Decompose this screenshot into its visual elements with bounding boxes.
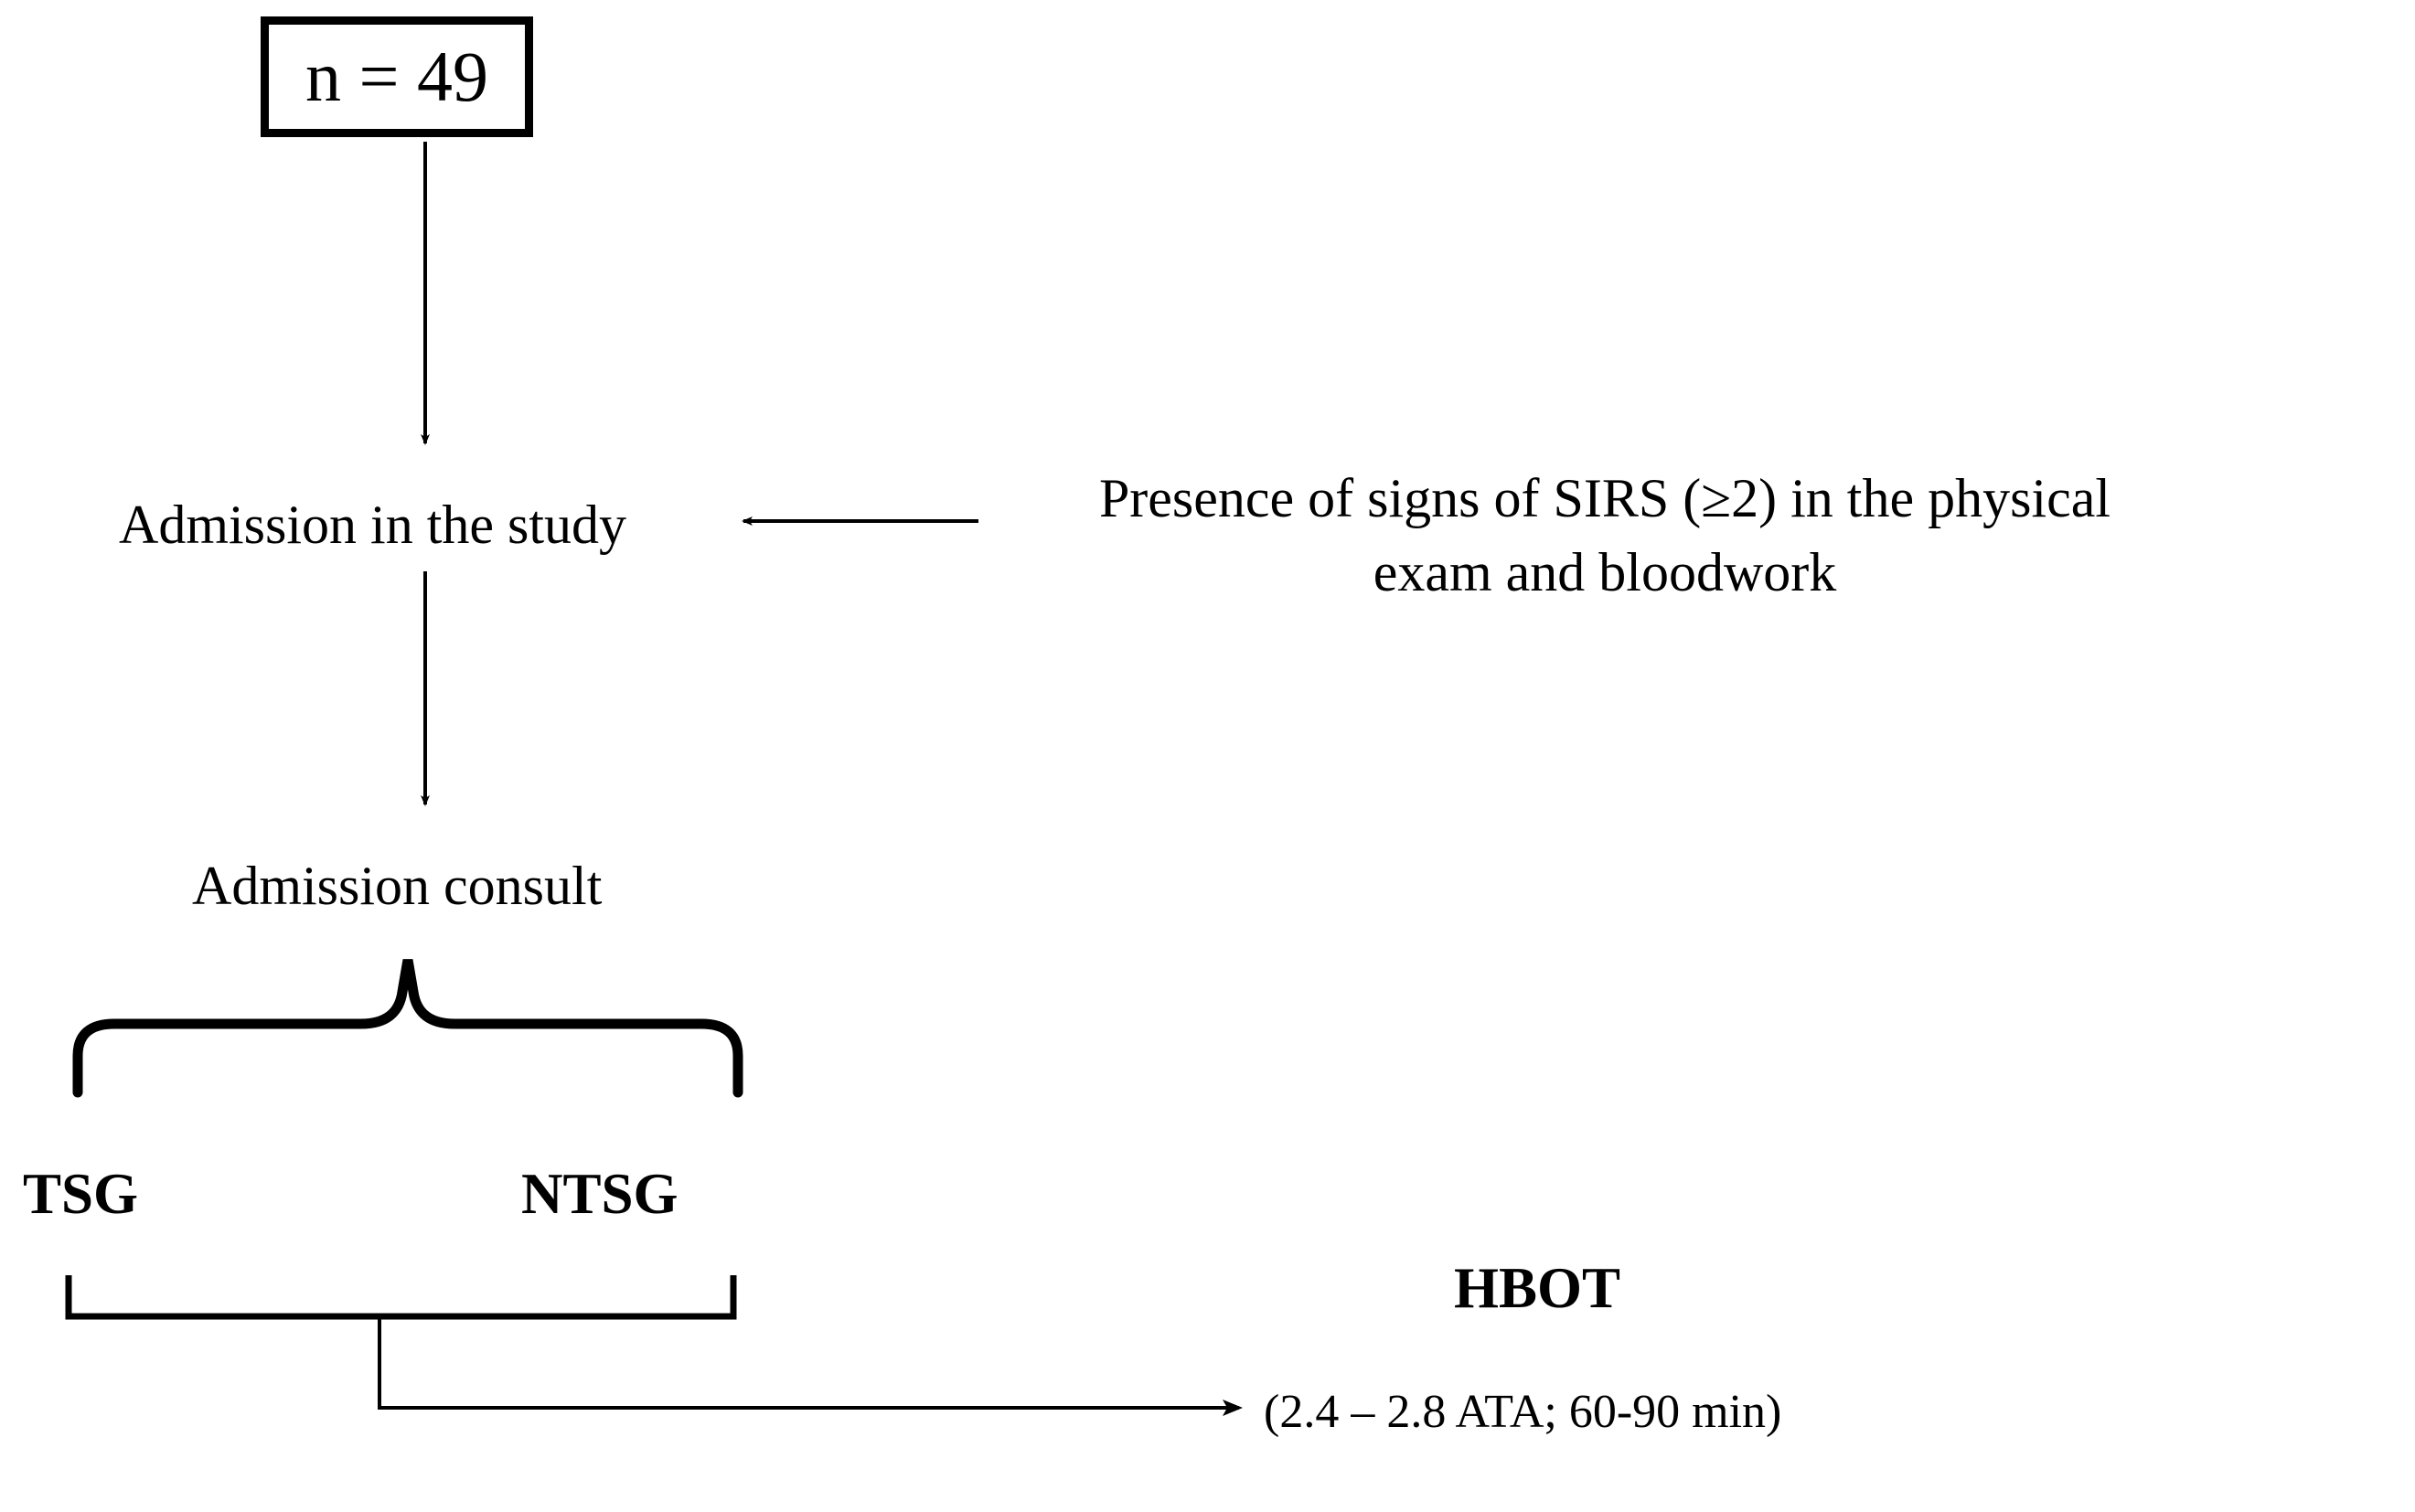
edge-bracket-to-hbot bbox=[379, 1316, 1239, 1408]
node-hbot: HBOT bbox=[1454, 1255, 1620, 1322]
node-ntsg: NTSG bbox=[521, 1161, 679, 1228]
admission-study-label: Admission in the study bbox=[119, 495, 626, 555]
tsg-label: TSG bbox=[23, 1162, 138, 1226]
bracket-bottom bbox=[69, 1275, 733, 1316]
node-admission-consult: Admission consult bbox=[192, 855, 602, 918]
ntsg-label: NTSG bbox=[521, 1162, 679, 1226]
node-tsg: TSG bbox=[23, 1161, 138, 1228]
hbot-label: HBOT bbox=[1454, 1256, 1620, 1320]
hbot-params-label: (2.4 – 2.8 ATA; 60-90 min) bbox=[1264, 1386, 1781, 1438]
node-sirs-criteria: Presence of signs of SIRS (≥2) in the ph… bbox=[997, 462, 2213, 610]
node-n-box: n = 49 bbox=[261, 16, 533, 137]
node-admission-study: Admission in the study bbox=[119, 494, 626, 557]
brace-top bbox=[78, 960, 738, 1092]
admission-consult-label: Admission consult bbox=[192, 856, 602, 916]
sirs-line2: exam and bloodwork bbox=[997, 536, 2213, 610]
sirs-line1: Presence of signs of SIRS (≥2) in the ph… bbox=[997, 462, 2213, 536]
connectors-layer bbox=[0, 0, 2415, 1512]
n-box-label: n = 49 bbox=[305, 37, 488, 116]
node-hbot-params: (2.4 – 2.8 ATA; 60-90 min) bbox=[1264, 1385, 1781, 1439]
